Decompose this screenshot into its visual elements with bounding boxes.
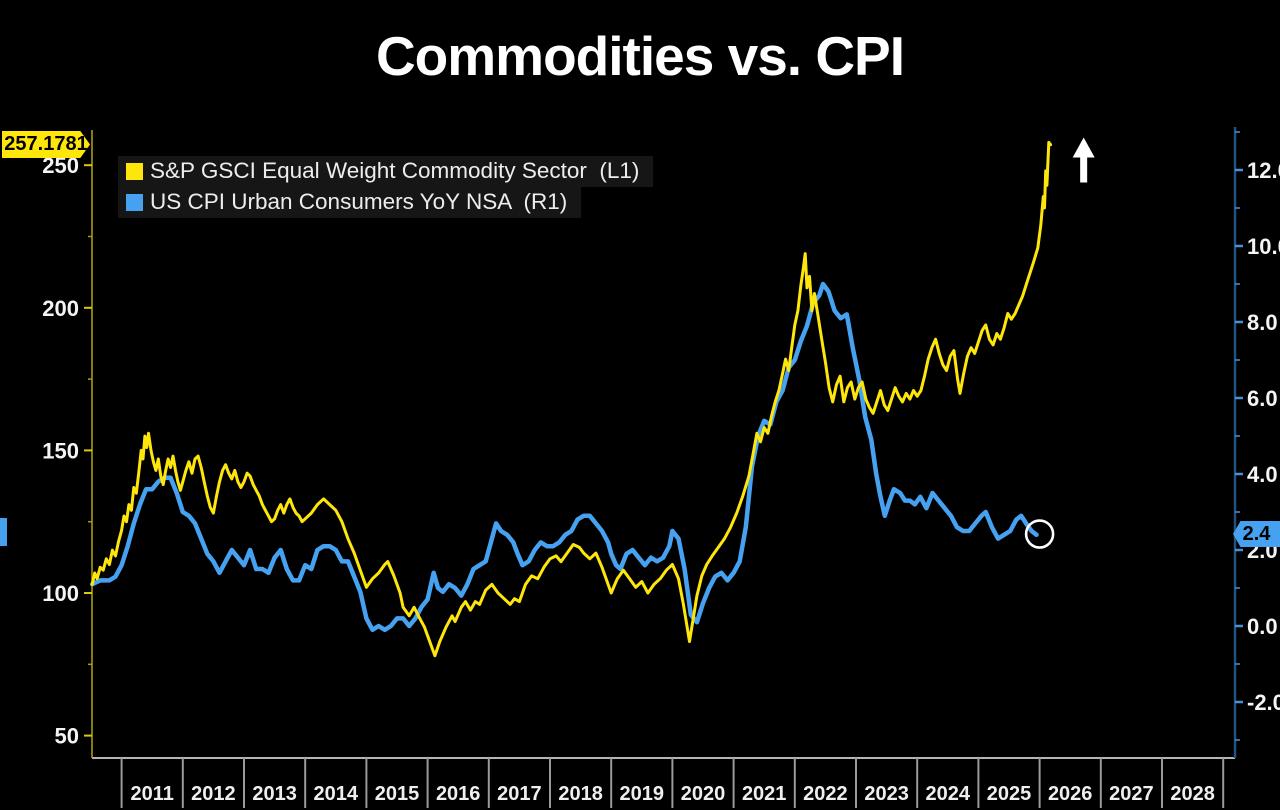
highlight-circle-icon (1024, 519, 1055, 549)
left-axis-tick-label: 150 (42, 438, 79, 463)
left-axis-tick-label: 50 (55, 724, 79, 749)
legend-item-commodity: S&P GSCI Equal Weight Commodity Sector (… (118, 156, 654, 187)
right-axis: -2.00.02.04.06.08.010.012.0 (1233, 127, 1280, 758)
year-label: 2022 (803, 783, 848, 805)
year-label: 2026 (1048, 783, 1093, 805)
commodity-series-swatch-icon (126, 163, 143, 180)
x-axis: 2011 2012 2013 2014 2015 2016 2017 2018 2019 2020… (92, 757, 1235, 808)
year-label: 2011 (131, 783, 174, 805)
cpi-series-swatch-icon (126, 194, 143, 211)
last-value-badge-right: 2.4 (1233, 521, 1280, 547)
year-label: 2020 (681, 783, 726, 805)
right-axis-tick-label: 12.0 (1247, 158, 1280, 183)
right-axis-tick-label: 4.0 (1247, 462, 1278, 487)
last-value-badge-left: 257.1781 (2, 131, 90, 158)
year-label: 2025 (987, 783, 1032, 805)
left-axis-tick-label: 100 (42, 581, 79, 606)
legend-item-cpi: US CPI Urban Consumers YoY NSA (R1) (118, 187, 582, 218)
legend: S&P GSCI Equal Weight Commodity Sector (… (118, 156, 654, 218)
year-label: 2015 (375, 783, 420, 805)
year-label: 2021 (742, 783, 787, 805)
year-label: 2017 (497, 783, 542, 805)
right-axis-tick-label: 10.0 (1247, 234, 1280, 259)
right-axis-tick-label: 8.0 (1247, 310, 1278, 335)
legend-item-label: US CPI Urban Consumers YoY NSA (R1) (150, 189, 568, 215)
legend-item-label: S&P GSCI Equal Weight Commodity Sector (… (150, 158, 640, 184)
right-axis-tick-label: 0.0 (1247, 614, 1278, 639)
year-label: 2013 (252, 783, 297, 805)
right-axis-tick-label: -2.0 (1247, 690, 1280, 715)
year-label: 2027 (1109, 783, 1154, 805)
series-line-right (89, 281, 1039, 633)
up-arrow-icon (1072, 137, 1095, 183)
annotations (1024, 137, 1095, 549)
year-label: 2012 (191, 783, 236, 805)
chart-title: Commodities vs. CPI (375, 25, 905, 87)
year-label: 2019 (620, 783, 665, 805)
year-label: 2023 (864, 783, 909, 805)
series-lines (89, 140, 1053, 658)
year-label: 2014 (314, 783, 359, 805)
year-label: 2028 (1170, 783, 1215, 805)
right-axis-tick-label: 6.0 (1247, 386, 1278, 411)
left-axis-tick-label: 200 (42, 296, 79, 321)
clipped-axis-tag (0, 518, 7, 546)
year-label: 2018 (558, 783, 603, 805)
series-line-left (90, 140, 1053, 658)
year-label: 2016 (436, 783, 481, 805)
year-label: 2024 (926, 783, 971, 805)
